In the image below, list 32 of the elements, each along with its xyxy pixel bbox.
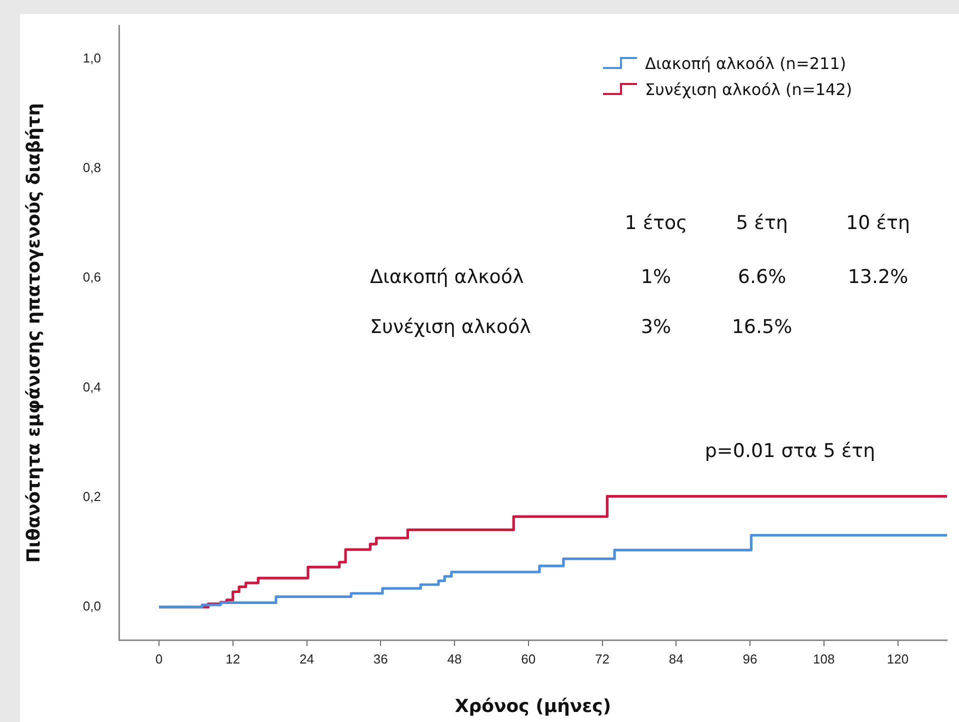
annotation: 3% xyxy=(640,316,672,338)
x-tick-label: 120 xyxy=(886,651,909,666)
x-tick-label: 84 xyxy=(668,651,684,666)
annotation: 1% xyxy=(640,266,672,288)
y-tick-label: 0,8 xyxy=(82,160,101,175)
y-tick-label: 0,2 xyxy=(82,488,101,504)
annotation: 10 έτη xyxy=(846,212,910,234)
annotation: 16.5% xyxy=(732,316,792,338)
annotation: 13.2% xyxy=(848,266,908,288)
legend-label: Διακοπή αλκοόλ (n=211) xyxy=(645,54,846,72)
annotation: 1 έτος xyxy=(624,212,688,234)
annotation: Διακοπή αλκοόλ xyxy=(370,266,524,288)
x-tick-label: 72 xyxy=(595,651,610,666)
annotation: Συνέχιση αλκοόλ xyxy=(370,316,531,338)
y-tick-label: 0,6 xyxy=(82,270,101,285)
x-tick-label: 12 xyxy=(226,651,240,666)
annotation: 6.6% xyxy=(738,266,786,288)
y-axis-title: Πιθανότητα εμφάνισης ηπατογενούς διαβήτη xyxy=(23,103,44,563)
annotation: p=0.01 στα 5 έτη xyxy=(704,440,876,462)
legend-label: Συνέχιση αλκοόλ (n=142) xyxy=(645,80,852,98)
x-tick-label: 36 xyxy=(373,651,388,666)
x-axis-title: Χρόνος (μήνες) xyxy=(454,696,612,717)
x-tick-label: 48 xyxy=(447,651,462,666)
x-tick-label: 108 xyxy=(813,651,835,666)
x-tick-label: 0 xyxy=(155,651,163,666)
x-tick-label: 24 xyxy=(300,651,314,666)
y-tick-label: 1,0 xyxy=(82,50,101,66)
y-tick-label: 0,4 xyxy=(82,379,101,394)
y-tick-label: 0,0 xyxy=(82,598,101,614)
x-tick-label: 96 xyxy=(742,651,758,666)
x-tick-label: 60 xyxy=(521,651,536,666)
annotation: 5 έτη xyxy=(736,212,788,234)
